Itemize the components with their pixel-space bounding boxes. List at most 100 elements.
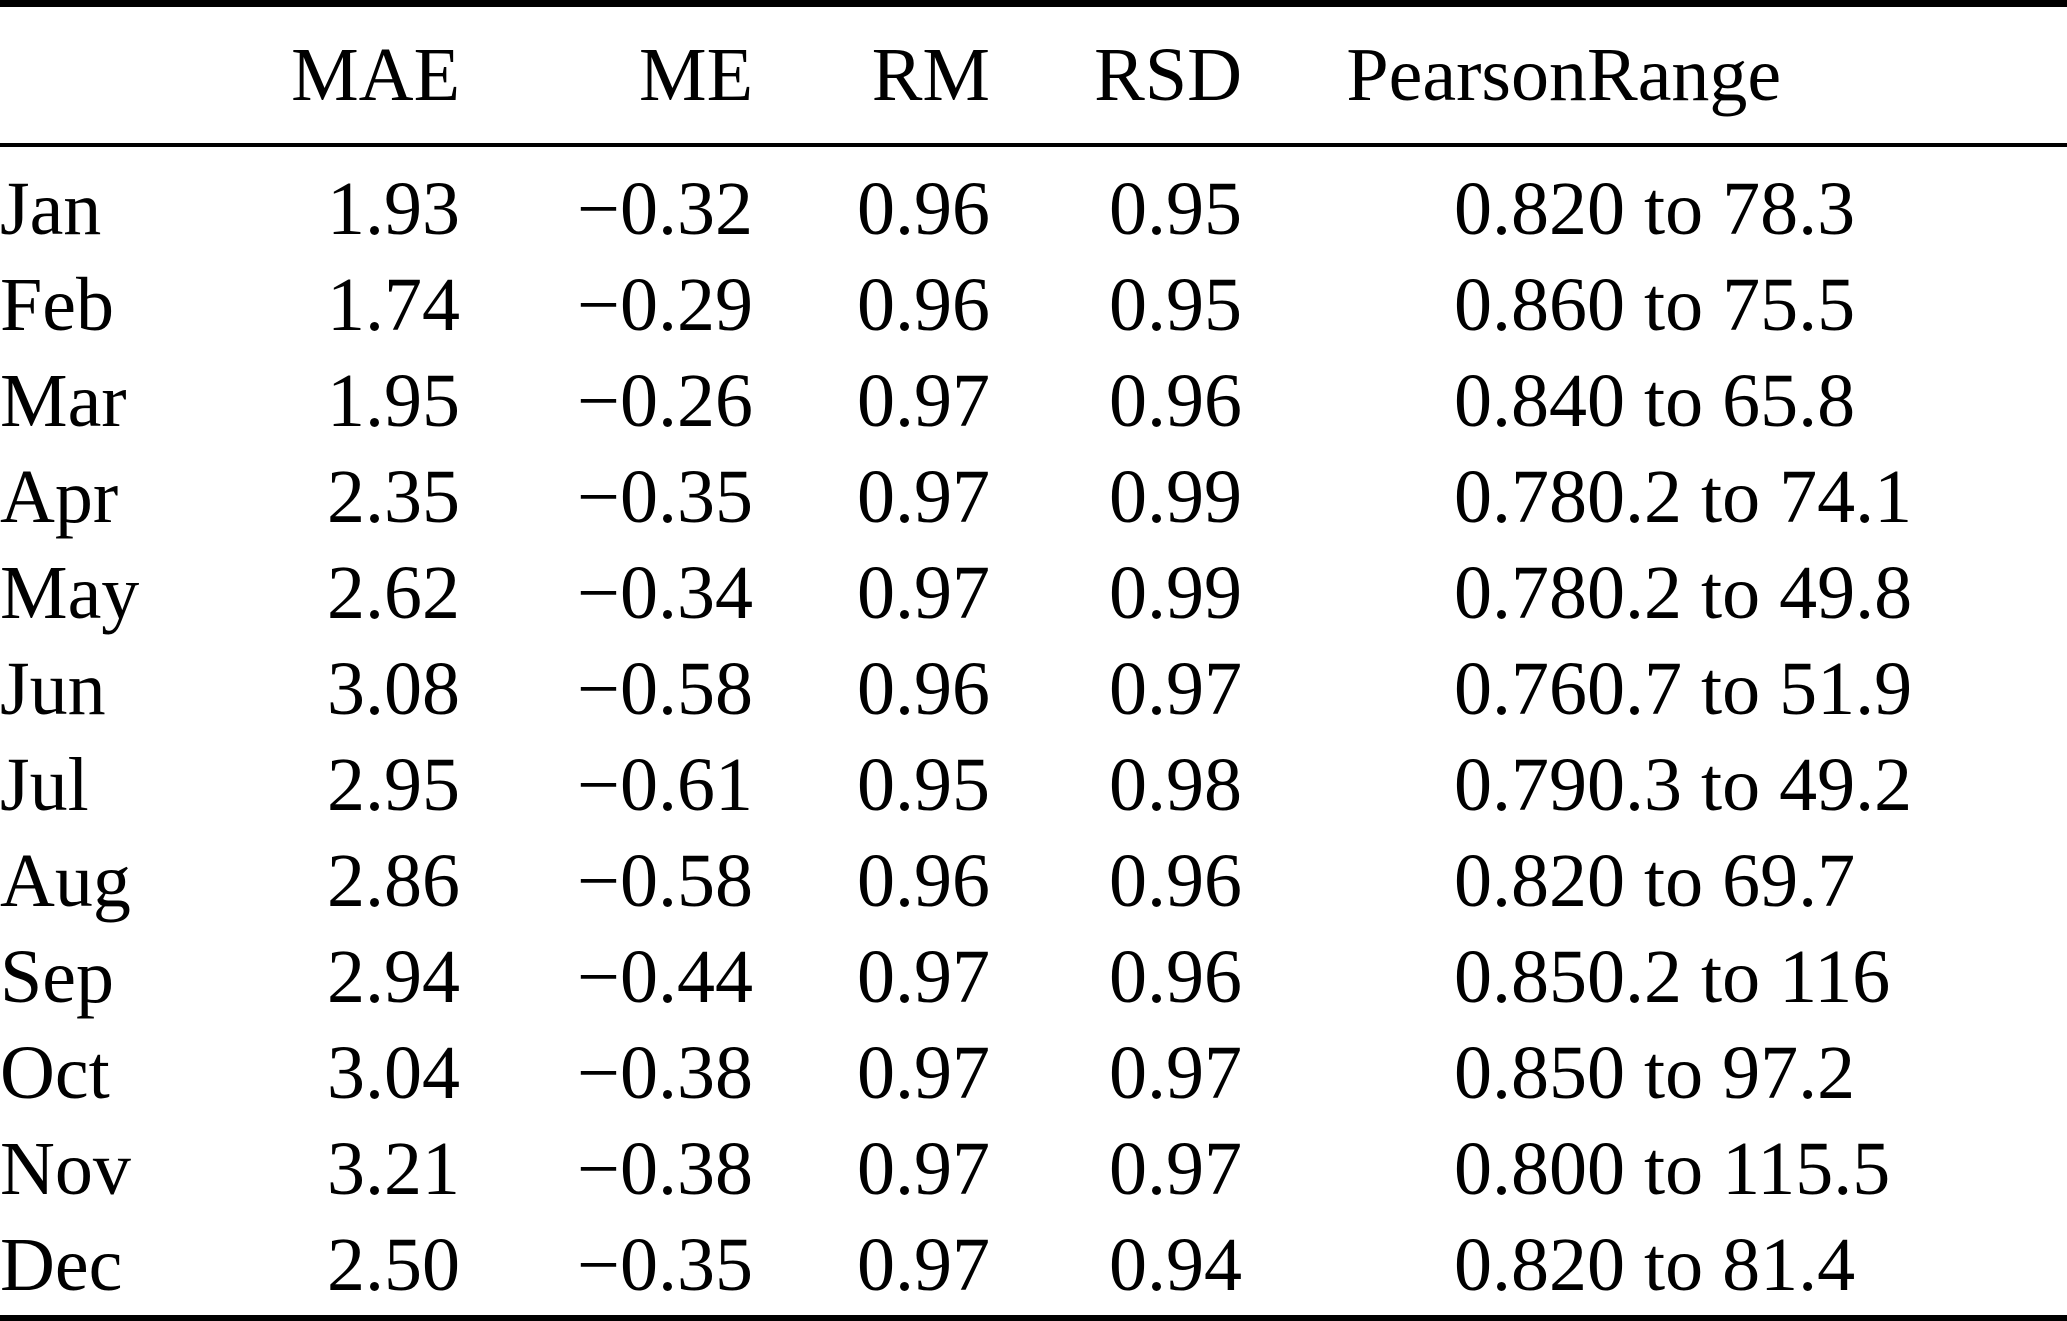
table-row: Oct 3.04 −0.38 0.97 0.97 0.85 0 to 97.2 xyxy=(0,1025,2067,1121)
cell-range: 0 to 97.2 xyxy=(1587,1030,1856,1115)
row-header: Sep xyxy=(0,934,114,1019)
cell-pearson: 0.78 xyxy=(1454,550,1587,635)
table-row: Nov 3.21 −0.38 0.97 0.97 0.80 0 to 115.5 xyxy=(0,1121,2067,1217)
cell-rm: 0.97 xyxy=(857,1222,990,1307)
cell-pearson: 0.79 xyxy=(1454,742,1587,827)
cell-rsd: 0.96 xyxy=(1109,358,1242,443)
cell-pearson: 0.82 xyxy=(1454,838,1587,923)
cell-me: −0.38 xyxy=(577,1030,753,1115)
cell-mae: 2.94 xyxy=(327,934,460,1019)
cell-rsd: 0.95 xyxy=(1109,166,1242,251)
cell-range: 0.7 to 51.9 xyxy=(1587,646,1913,731)
cell-me: −0.26 xyxy=(577,358,753,443)
table-row: May 2.62 −0.34 0.97 0.99 0.78 0.2 to 49.8 xyxy=(0,545,2067,641)
column-header-mae: MAE xyxy=(240,7,460,147)
cell-mae: 2.62 xyxy=(327,550,460,635)
row-header: Aug xyxy=(0,838,131,923)
cell-pearson: 0.84 xyxy=(1454,358,1587,443)
table-row: Jul 2.95 −0.61 0.95 0.98 0.79 0.3 to 49.2 xyxy=(0,737,2067,833)
cell-pearson: 0.85 xyxy=(1454,934,1587,1019)
monthly-stats-table: MAE ME RM RSD Pearson Range Jan 1.93 −0.32 0.96 0… xyxy=(0,7,2067,1313)
row-header: Feb xyxy=(0,262,114,347)
column-header-month xyxy=(0,7,240,147)
cell-pearson: 0.86 xyxy=(1454,262,1587,347)
cell-rm: 0.97 xyxy=(857,550,990,635)
cell-range: 0 to 81.4 xyxy=(1587,1222,1856,1307)
cell-me: −0.38 xyxy=(577,1126,753,1211)
cell-mae: 1.74 xyxy=(327,262,460,347)
row-header: Nov xyxy=(0,1126,131,1211)
cell-rsd: 0.96 xyxy=(1109,934,1242,1019)
cell-mae: 3.21 xyxy=(327,1126,460,1211)
cell-rm: 0.96 xyxy=(857,166,990,251)
cell-pearson: 0.78 xyxy=(1454,454,1587,539)
table-row: Jan 1.93 −0.32 0.96 0.95 0.82 0 to 78.3 xyxy=(0,145,2067,257)
cell-rsd: 0.96 xyxy=(1109,838,1242,923)
cell-rm: 0.97 xyxy=(857,934,990,1019)
cell-mae: 1.95 xyxy=(327,358,460,443)
column-header-me: ME xyxy=(460,7,753,147)
cell-pearson: 0.85 xyxy=(1454,1030,1587,1115)
table-row: Aug 2.86 −0.58 0.96 0.96 0.82 0 to 69.7 xyxy=(0,833,2067,929)
cell-rm: 0.96 xyxy=(857,838,990,923)
table-row: Feb 1.74 −0.29 0.96 0.95 0.86 0 to 75.5 xyxy=(0,257,2067,353)
header-row: MAE ME RM RSD Pearson Range xyxy=(0,7,2067,147)
table-row: Sep 2.94 −0.44 0.97 0.96 0.85 0.2 to 116 xyxy=(0,929,2067,1025)
cell-me: −0.35 xyxy=(577,454,753,539)
cell-me: −0.34 xyxy=(577,550,753,635)
table-row: Mar 1.95 −0.26 0.97 0.96 0.84 0 to 65.8 xyxy=(0,353,2067,449)
cell-range: 0 to 78.3 xyxy=(1587,166,1856,251)
column-header-range: Range xyxy=(1587,7,2067,147)
cell-range: 0.2 to 74.1 xyxy=(1587,454,1913,539)
cell-pearson: 0.80 xyxy=(1454,1126,1587,1211)
cell-rm: 0.97 xyxy=(857,1030,990,1115)
cell-me: −0.44 xyxy=(577,934,753,1019)
cell-range: 0 to 69.7 xyxy=(1587,838,1856,923)
column-header-pearson: Pearson xyxy=(1242,7,1587,147)
cell-rsd: 0.97 xyxy=(1109,1126,1242,1211)
cell-rm: 0.95 xyxy=(857,742,990,827)
cell-mae: 3.08 xyxy=(327,646,460,731)
cell-me: −0.58 xyxy=(577,646,753,731)
cell-range: 0 to 65.8 xyxy=(1587,358,1856,443)
cell-mae: 3.04 xyxy=(327,1030,460,1115)
cell-rsd: 0.97 xyxy=(1109,1030,1242,1115)
cell-range: 0 to 115.5 xyxy=(1587,1126,1891,1211)
cell-mae: 2.50 xyxy=(327,1222,460,1307)
cell-rsd: 0.99 xyxy=(1109,454,1242,539)
row-header: Jan xyxy=(0,166,102,251)
cell-me: −0.29 xyxy=(577,262,753,347)
cell-pearson: 0.82 xyxy=(1454,1222,1587,1307)
cell-range: 0.2 to 49.8 xyxy=(1587,550,1913,635)
cell-rm: 0.97 xyxy=(857,454,990,539)
table-row: Dec 2.50 −0.35 0.97 0.94 0.82 0 to 81.4 xyxy=(0,1217,2067,1313)
cell-me: −0.32 xyxy=(577,166,753,251)
cell-mae: 2.35 xyxy=(327,454,460,539)
row-header: Jul xyxy=(0,742,89,827)
cell-me: −0.61 xyxy=(577,742,753,827)
column-header-rm: RM xyxy=(753,7,990,147)
table-row: Apr 2.35 −0.35 0.97 0.99 0.78 0.2 to 74.1 xyxy=(0,449,2067,545)
cell-range: 0 to 75.5 xyxy=(1587,262,1856,347)
cell-rm: 0.96 xyxy=(857,262,990,347)
cell-mae: 2.95 xyxy=(327,742,460,827)
cell-rsd: 0.99 xyxy=(1109,550,1242,635)
table-row: Jun 3.08 −0.58 0.96 0.97 0.76 0.7 to 51.9 xyxy=(0,641,2067,737)
cell-mae: 2.86 xyxy=(327,838,460,923)
cell-mae: 1.93 xyxy=(327,166,460,251)
row-header: Jun xyxy=(0,646,106,731)
row-header: Dec xyxy=(0,1222,123,1307)
cell-me: −0.58 xyxy=(577,838,753,923)
column-header-rsd: RSD xyxy=(990,7,1242,147)
cell-rsd: 0.94 xyxy=(1109,1222,1242,1307)
row-header: May xyxy=(0,550,140,635)
cell-pearson: 0.82 xyxy=(1454,166,1587,251)
row-header: Oct xyxy=(0,1030,110,1115)
table-body: Jan 1.93 −0.32 0.96 0.95 0.82 0 to 78.3 Feb 1.74… xyxy=(0,145,2067,1313)
cell-rsd: 0.98 xyxy=(1109,742,1242,827)
cell-rm: 0.96 xyxy=(857,646,990,731)
cell-rm: 0.97 xyxy=(857,358,990,443)
cell-rsd: 0.95 xyxy=(1109,262,1242,347)
cell-pearson: 0.76 xyxy=(1454,646,1587,731)
